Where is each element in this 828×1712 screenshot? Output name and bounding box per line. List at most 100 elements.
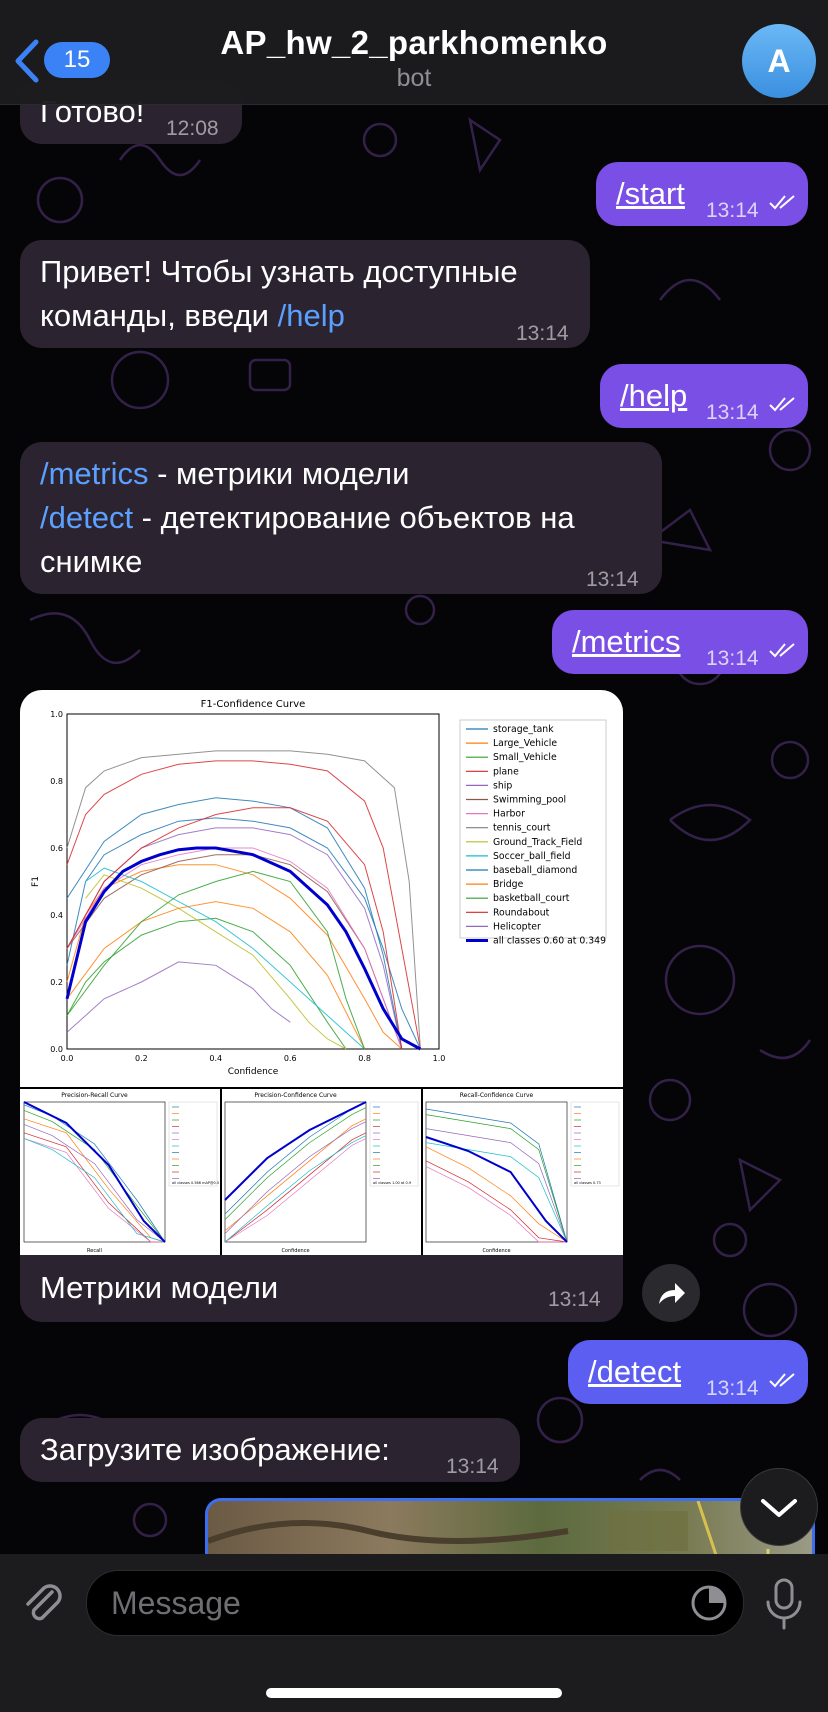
satellite-texture	[208, 1501, 770, 1561]
x-tick-label: 1.0	[433, 1054, 446, 1063]
read-checkmarks-icon	[769, 397, 795, 412]
legend-entry: Small_Vehicle	[493, 752, 557, 763]
scroll-to-bottom-button[interactable]	[740, 1468, 818, 1546]
x-tick-label: 0.2	[135, 1054, 148, 1063]
x-tick-label: 0.4	[209, 1054, 222, 1063]
small-series-all-classes	[23, 1101, 166, 1243]
small-legend-box	[369, 1101, 419, 1187]
small-series-all-classes	[425, 1136, 568, 1243]
series-line	[85, 867, 365, 1050]
small-series-line	[224, 1118, 367, 1232]
message-input[interactable]: Message	[86, 1570, 744, 1636]
chevron-left-icon	[15, 39, 39, 83]
small-series-line	[425, 1146, 568, 1243]
message-time: 13:14	[706, 1377, 759, 1400]
command-link[interactable]: /detect	[588, 1354, 682, 1389]
series-line	[85, 874, 347, 1050]
small-plot-frame	[23, 1101, 166, 1243]
command-link[interactable]: /help	[620, 378, 688, 413]
series-line	[66, 961, 291, 1033]
metrics-charts: F1-Confidence Curve 0.0 0.2 0.4 0.6 0.8 1.0 0.0…	[20, 699, 623, 1255]
small-chart-title: Precision-Confidence Curve	[254, 1092, 337, 1099]
chat-title[interactable]: AP_hw_2_parkhomenko	[220, 24, 608, 61]
x-axis-label: Confidence	[228, 1067, 279, 1077]
legend-box	[459, 719, 607, 939]
legend-entry: Bridge	[493, 879, 524, 890]
message-input-placeholder: Message	[111, 1585, 241, 1621]
command-link[interactable]: /metrics	[40, 456, 149, 491]
legend-entry: Roundabout	[493, 907, 550, 918]
plot-frame	[66, 713, 440, 1050]
legend-entry: all classes 0.60 at 0.349	[493, 936, 606, 947]
small-series-line	[224, 1135, 367, 1243]
legend-entry: Soccer_ball_field	[493, 851, 571, 862]
sticker-icon[interactable]	[689, 1583, 729, 1623]
command-link[interactable]: /start	[616, 176, 685, 211]
chevron-down-icon	[761, 1499, 797, 1517]
command-link[interactable]: /detect	[40, 500, 134, 535]
command-link[interactable]: /help	[277, 298, 345, 333]
microphone-icon[interactable]	[762, 1576, 806, 1632]
chat-subtitle: bot	[396, 64, 432, 92]
small-legend-box	[168, 1101, 218, 1187]
small-series-line	[224, 1121, 367, 1234]
message-time: 13:14	[548, 1288, 601, 1311]
read-checkmarks-icon	[769, 195, 795, 210]
small-legend-summary: all classes 1.00 at 0.9	[373, 1181, 411, 1185]
small-series-line	[425, 1166, 567, 1243]
message-time: 13:14	[706, 401, 759, 424]
back-button[interactable]: 15	[12, 36, 122, 84]
avatar[interactable]: A	[742, 24, 816, 98]
small-series-line	[23, 1118, 166, 1243]
small-series-line	[23, 1124, 166, 1243]
y-tick-label: 0.2	[50, 978, 63, 987]
chat-header: 15 AP_hw_2_parkhomenko bot A	[0, 0, 828, 105]
outgoing-message: /detect 13:14	[568, 1340, 808, 1404]
small-series-line	[224, 1132, 367, 1243]
attach-paperclip-icon[interactable]	[18, 1578, 68, 1628]
y-tick-label: 0.8	[50, 777, 63, 786]
legend-entry: plane	[493, 766, 519, 777]
forward-button[interactable]	[642, 1264, 700, 1322]
share-arrow-icon	[659, 1283, 685, 1304]
message-time: 13:14	[706, 647, 759, 670]
series-line	[66, 827, 403, 1050]
small-series-line	[425, 1128, 568, 1243]
series-line	[66, 807, 403, 1050]
small-x-axis-label: Confidence	[482, 1248, 510, 1254]
small-series-line	[224, 1138, 367, 1243]
series-line	[66, 817, 421, 1050]
message-time: 13:14	[516, 322, 569, 345]
small-series-line	[23, 1138, 165, 1243]
small-series-line	[23, 1138, 166, 1243]
legend-entry: tennis_court	[493, 823, 551, 834]
message-text-line: /metrics - метрики модели	[40, 452, 409, 496]
small-series-all-classes	[224, 1101, 367, 1201]
read-checkmarks-icon	[769, 643, 795, 658]
command-link[interactable]: /metrics	[572, 624, 681, 659]
outgoing-message: /help 13:14	[600, 364, 808, 428]
x-tick-label: 0.0	[61, 1054, 74, 1063]
series-line	[66, 864, 403, 1050]
series-line	[66, 917, 347, 1050]
series-line	[66, 760, 421, 1050]
series-line	[66, 854, 403, 1050]
legend-entry: storage_tank	[493, 724, 554, 735]
metrics-image[interactable]: F1-Confidence Curve 0.0 0.2 0.4 0.6 0.8 1.0 0.0…	[20, 690, 623, 1255]
legend-entry: Helicopter	[493, 921, 541, 932]
small-chart-title: Recall-Confidence Curve	[460, 1092, 534, 1099]
photo-message[interactable]: F1-Confidence Curve 0.0 0.2 0.4 0.6 0.8 1.0 0.0…	[20, 690, 623, 1322]
small-series-line	[425, 1114, 568, 1243]
series-line	[66, 750, 421, 1050]
series-line	[66, 847, 403, 1050]
unread-count-badge: 15	[44, 42, 110, 78]
read-checkmarks-icon	[769, 1373, 795, 1388]
outgoing-message: /metrics 13:14	[552, 610, 808, 674]
message-text: снимке	[40, 544, 143, 579]
chart-title: F1-Confidence Curve	[201, 699, 306, 710]
legend-entry: Large_Vehicle	[493, 738, 557, 749]
small-plot-frame	[224, 1101, 367, 1243]
satellite-image-preview[interactable]	[205, 1498, 815, 1561]
message-text-line: /detect - детектирование объектов на	[40, 496, 575, 540]
series-line	[65, 846, 422, 1051]
